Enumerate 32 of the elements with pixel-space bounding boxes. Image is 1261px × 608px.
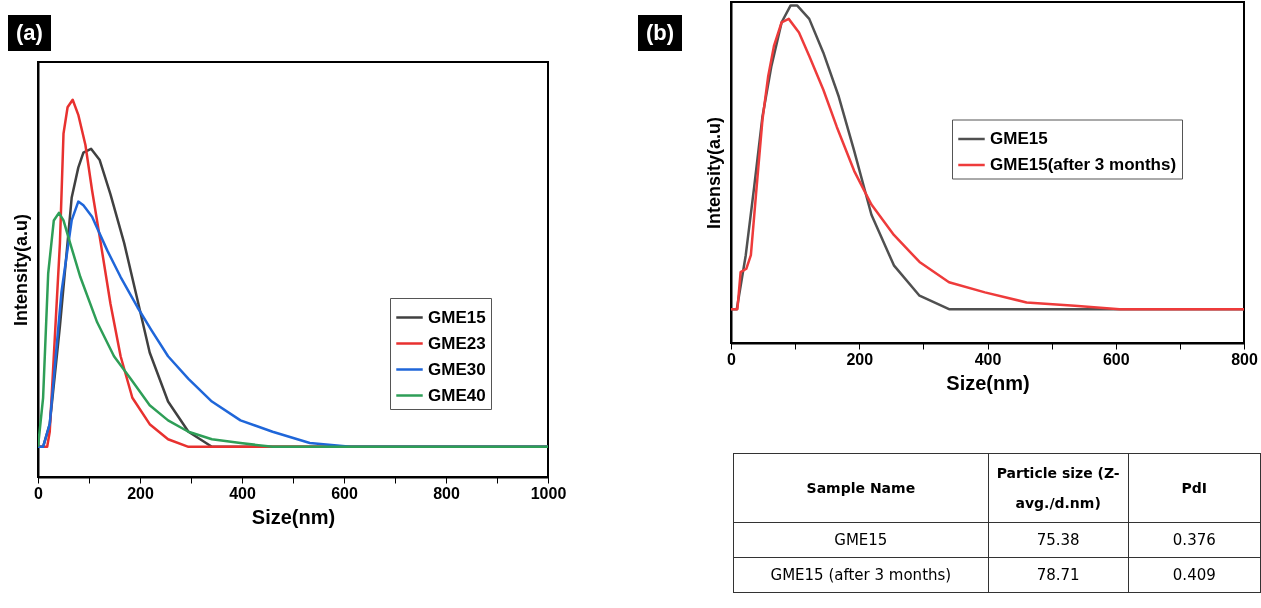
text: PdI	[1128, 453, 1261, 523]
text: Particle size (Z-avg./d.nm)	[988, 453, 1129, 523]
text: GME15	[733, 522, 989, 558]
legend-label: GME15	[990, 129, 1048, 148]
text: 78.71	[988, 557, 1129, 593]
x-tick-label: 800	[433, 484, 460, 502]
text: 75.38	[988, 522, 1129, 558]
x-axis-title: Size(nm)	[946, 371, 1030, 394]
legend-label: GME15	[428, 307, 486, 327]
y-axis-title: Intensity(a.u)	[10, 213, 31, 327]
x-tick-label: 0	[727, 350, 737, 368]
legend-label: GME23	[428, 333, 486, 353]
x-tick-label: 200	[127, 484, 154, 502]
x-tick-label: 200	[846, 350, 874, 368]
legend-label: GME15(after 3 months)	[990, 155, 1177, 174]
x-tick-label: 800	[1231, 350, 1258, 368]
text: (b)	[638, 15, 683, 51]
chart-title: (a)	[8, 15, 51, 51]
legend-label: GME30	[428, 359, 486, 379]
text: 0.409	[1128, 557, 1261, 593]
text: 0.376	[1128, 522, 1261, 558]
x-tick-label: 1000	[530, 484, 567, 502]
x-tick-label: 0	[34, 484, 44, 502]
text: GME15 (after 3 months)	[733, 557, 989, 593]
text: Sample Name	[733, 453, 989, 523]
y-axis-title: Intensity(a.u)	[703, 116, 724, 230]
x-tick-label: 600	[1102, 350, 1130, 368]
legend-label: GME40	[428, 385, 486, 405]
x-tick-label: 400	[229, 484, 256, 502]
x-tick-label: 600	[331, 484, 358, 502]
x-tick-label: 400	[974, 350, 1002, 368]
x-axis-title: Size(nm)	[251, 505, 336, 528]
